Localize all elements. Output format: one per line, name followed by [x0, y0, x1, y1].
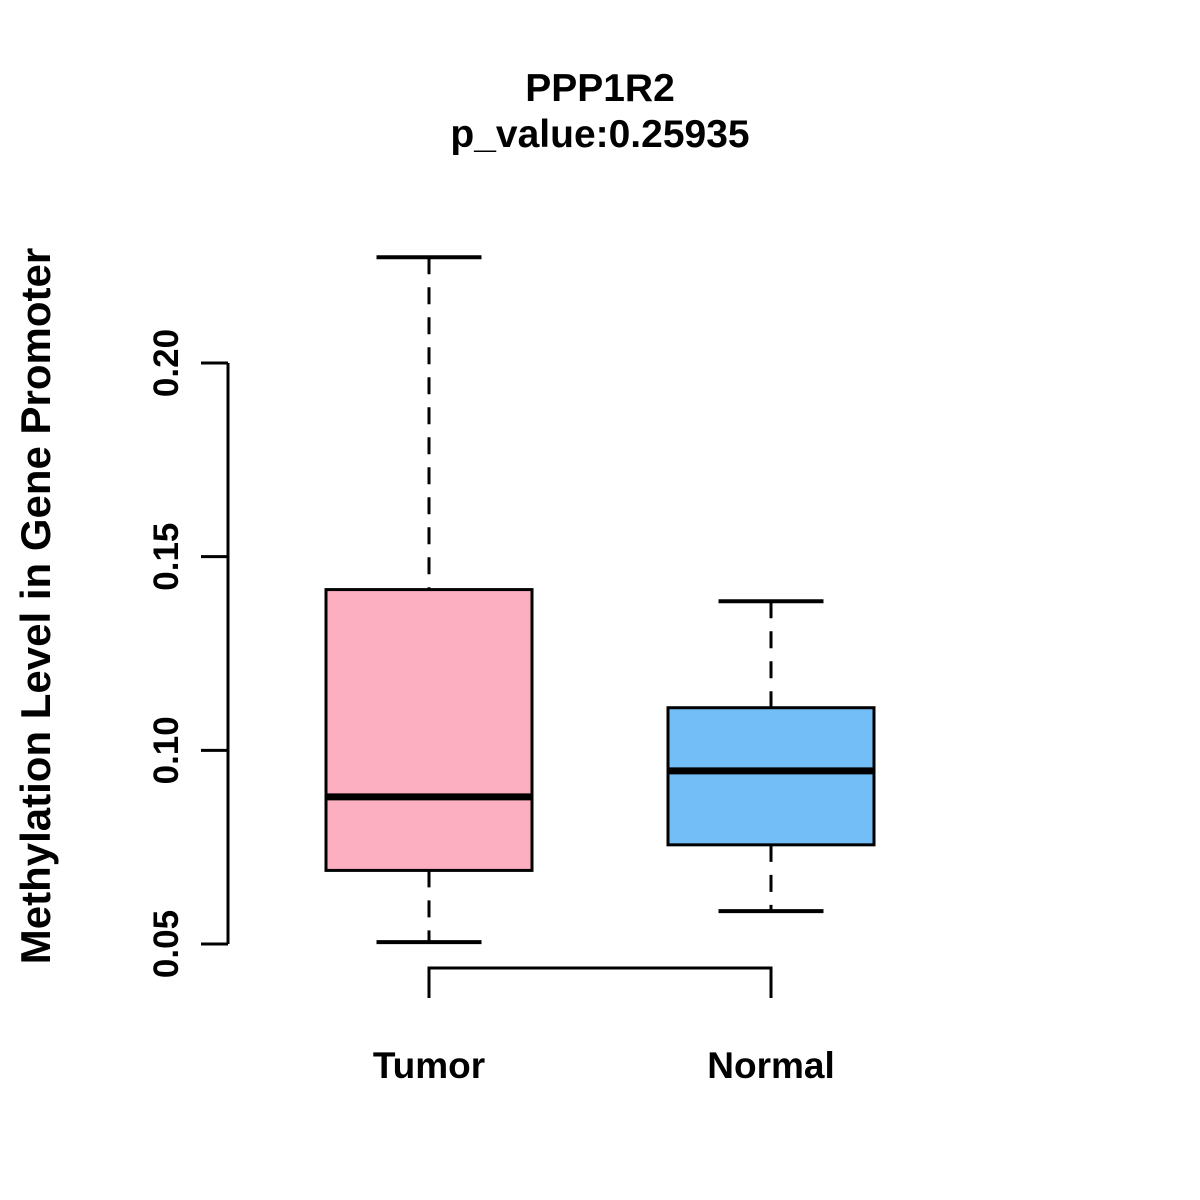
y-tick-label: 0.20 [147, 329, 186, 397]
tumor-box [324, 588, 534, 872]
category-label-normal: Normal [707, 1045, 834, 1086]
y-tick-label: 0.05 [147, 910, 186, 978]
category-label-tumor: Tumor [373, 1045, 485, 1086]
chart-title: PPP1R2 [525, 67, 675, 110]
normal-box [666, 706, 876, 847]
comparison-bracket [427, 966, 773, 998]
chart-subtitle-pvalue: p_value:0.25935 [450, 113, 750, 156]
y-tick-label: 0.15 [147, 523, 186, 591]
y-tick-label: 0.10 [147, 716, 186, 784]
